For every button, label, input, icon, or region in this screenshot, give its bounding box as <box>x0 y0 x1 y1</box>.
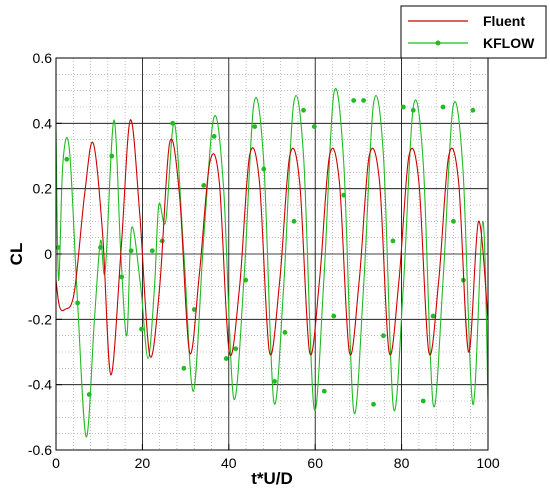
data-point-kflow <box>361 98 366 103</box>
data-point-kflow <box>390 238 396 244</box>
legend-label-kflow: KFLOW <box>483 35 535 51</box>
y-tick-label: -0.2 <box>28 311 52 327</box>
data-point-kflow <box>371 401 376 407</box>
data-point-kflow <box>75 300 80 306</box>
series-layer <box>55 87 489 438</box>
data-point-kflow <box>440 104 446 110</box>
data-point-kflow <box>331 313 337 319</box>
data-point-kflow <box>261 166 267 172</box>
data-point-kflow <box>381 333 386 339</box>
data-point-kflow <box>86 392 92 397</box>
series-line-fluent <box>55 119 489 376</box>
data-point-kflow <box>311 124 317 129</box>
data-point-kflow <box>272 379 277 384</box>
data-point-kflow <box>98 245 103 250</box>
data-point-kflow <box>351 98 357 103</box>
x-axis-title: t*U/D <box>251 469 293 488</box>
data-point-kflow <box>420 398 426 404</box>
axis-ticks <box>55 57 489 451</box>
data-point-kflow <box>170 120 176 126</box>
x-tick-label: 40 <box>221 455 237 471</box>
data-point-kflow <box>109 153 115 159</box>
data-point-kflow <box>181 365 187 371</box>
data-point-kflow <box>223 356 229 361</box>
y-tick-label: 0.6 <box>33 50 53 66</box>
x-tick-label: 60 <box>307 455 323 471</box>
y-tick-label: 0 <box>44 246 52 262</box>
data-point-kflow <box>400 104 406 110</box>
data-point-kflow <box>128 248 134 254</box>
y-tick-label: -0.4 <box>28 377 52 393</box>
y-tick-label: -0.6 <box>28 442 52 458</box>
legend: Fluent KFLOW <box>400 5 547 59</box>
data-point-kflow <box>430 313 436 319</box>
y-tick-label: 0.2 <box>33 181 53 197</box>
x-tick-label: 20 <box>135 455 151 471</box>
x-tick-label: 100 <box>476 455 500 471</box>
data-point-kflow <box>233 346 239 352</box>
data-point-kflow <box>191 307 197 312</box>
data-point-kflow <box>282 330 288 335</box>
data-point-kflow <box>149 248 155 254</box>
data-point-kflow <box>321 388 327 394</box>
data-point-kflow <box>291 218 297 224</box>
tick-labels: 0 20 40 60 80 100 -0.6 -0.4 -0.2 0 0.2 0.4 0.6 <box>28 50 500 471</box>
x-tick-label: 80 <box>394 455 410 471</box>
y-axis-title: CL <box>7 243 26 266</box>
data-point-kflow <box>139 326 144 332</box>
data-point-kflow <box>211 134 217 139</box>
x-tick-label: 0 <box>52 455 60 471</box>
data-point-kflow <box>243 277 249 283</box>
data-point-kflow <box>119 274 125 280</box>
data-point-kflow <box>55 245 61 250</box>
data-point-kflow <box>341 192 347 198</box>
data-point-kflow <box>410 107 416 113</box>
legend-marker-kflow <box>435 40 441 46</box>
legend-box <box>400 5 547 59</box>
data-point-kflow <box>470 107 476 113</box>
y-tick-label: 0.4 <box>33 115 53 131</box>
data-point-kflow <box>301 107 306 113</box>
series-line-kflow <box>55 87 489 438</box>
major-grid <box>56 58 488 450</box>
legend-label-fluent: Fluent <box>483 13 525 29</box>
data-point-kflow <box>64 156 70 162</box>
data-point-kflow <box>201 183 207 188</box>
data-point-kflow <box>451 218 456 224</box>
data-point-kflow <box>252 124 258 129</box>
